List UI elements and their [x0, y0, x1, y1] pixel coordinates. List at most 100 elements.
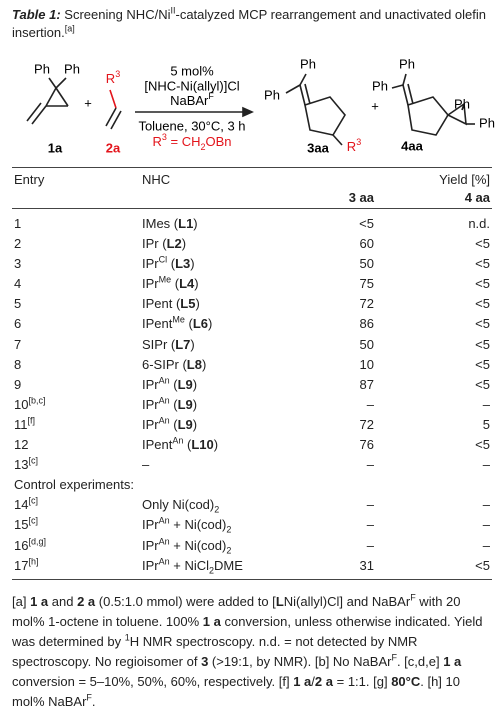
- text: 10: [359, 356, 374, 372]
- yield-cell: 60: [360, 234, 374, 254]
- ph-label: Ph: [64, 61, 80, 76]
- text-run: 2: [200, 142, 205, 152]
- text-run: [c]: [28, 516, 38, 527]
- table-row: 12 IPentAn (L10) 76 <5: [12, 435, 492, 455]
- text: 60: [359, 236, 374, 252]
- text-run: 10: [14, 396, 29, 412]
- entry-cell: 6: [14, 314, 21, 334]
- text-run: and: [48, 594, 78, 609]
- text-run: IPr: [142, 396, 159, 412]
- yield-cell: n.d.: [468, 214, 490, 234]
- entry-cell: 7: [14, 335, 21, 355]
- text-run: IPr: [142, 517, 159, 533]
- text-run: ): [201, 356, 207, 372]
- header: 4 aa: [464, 190, 490, 205]
- text-run: 3: [201, 654, 209, 669]
- compound-label: 2a: [106, 140, 121, 155]
- ph-label: Ph: [454, 96, 470, 111]
- text-run: ): [192, 416, 198, 432]
- text: 8: [14, 356, 22, 372]
- caption: Table 1: Screening NHC/NiII-catalyzed MC…: [12, 6, 490, 42]
- ph-label: Ph: [264, 87, 280, 102]
- text-run: ): [194, 276, 199, 292]
- table-row: 10[b,c] IPrAn (L9) – –: [12, 395, 492, 415]
- compound-label: 4aa: [401, 138, 423, 153]
- entry-cell: 2: [14, 234, 21, 254]
- text: 7: [14, 336, 22, 352]
- text-run: IPent: [142, 316, 173, 332]
- text-run: L9: [177, 416, 193, 432]
- nhc-cell: –: [142, 455, 149, 475]
- text-run: An: [158, 536, 170, 547]
- yield-cell: –: [367, 455, 374, 475]
- text: –: [482, 457, 490, 473]
- text: –: [366, 517, 374, 533]
- nhc-cell: IPentMe (L6): [142, 314, 212, 334]
- entry-cell: 12: [14, 435, 28, 455]
- text-run: [d,g]: [28, 536, 46, 547]
- ph-label: Ph: [399, 56, 415, 71]
- text-run: IPent: [142, 437, 173, 453]
- text-run: 3: [115, 69, 120, 79]
- text-run: + Ni(cod): [169, 537, 227, 553]
- text: <5: [475, 256, 490, 272]
- yield-cell: <5: [475, 274, 490, 294]
- text-run: IMes (: [142, 216, 179, 231]
- text-run: ): [208, 316, 213, 332]
- text-run: 80°C: [391, 674, 421, 689]
- table-row: 7 SIPr (L7) 50 <5: [12, 335, 492, 355]
- section-label: Control experiments:: [14, 477, 134, 493]
- table-row: 3 IPrCl (L3) 50 <5: [12, 254, 492, 274]
- text-run: (: [169, 376, 178, 392]
- nhc-cell: IPrAn (L9): [142, 395, 197, 415]
- entry-cell: 14[c]: [14, 495, 38, 515]
- yield-cell: –: [483, 455, 490, 475]
- text: 3: [14, 256, 22, 272]
- text-run: (0.5:1.0 mmol) were added to [: [95, 594, 276, 609]
- entry-cell: 5: [14, 294, 21, 314]
- yield-cell: –: [367, 536, 374, 556]
- table-body: 1 IMes (L1) <5 n.d. 2 IPr (L2) 60 <5 3 IPrCl (L3)…: [12, 209, 492, 580]
- r-group: R3: [106, 69, 120, 86]
- yield-cell: –: [367, 515, 374, 535]
- footnote: [a] 1 a and 2 a (0.5:1.0 mmol) were adde…: [12, 592, 494, 712]
- text-run: 1 a: [443, 654, 462, 669]
- nhc-cell: IPrAn + NiCl2DME: [142, 556, 243, 576]
- text: <5: [475, 557, 490, 573]
- yield-cell: <5: [475, 375, 490, 395]
- text-run: Me: [172, 315, 185, 326]
- yield-cell: <5: [475, 335, 490, 355]
- text-run: 3: [356, 137, 361, 147]
- text-run: IPr: [142, 557, 159, 573]
- text: 72: [359, 416, 374, 432]
- table-row: 11[f] IPrAn (L9) 72 5: [12, 415, 492, 435]
- text: <5: [475, 356, 490, 372]
- text-run: L7: [175, 336, 191, 352]
- text-run: F: [410, 592, 416, 603]
- text: –: [142, 457, 150, 473]
- yield-cell: 86: [360, 314, 374, 334]
- text-run: R: [106, 71, 115, 86]
- text-run: [a]: [64, 23, 75, 34]
- section-row: Control experiments:: [12, 475, 492, 495]
- yield-cell: <5: [475, 254, 490, 274]
- text: <5: [475, 296, 490, 312]
- r-group: R3: [347, 137, 361, 154]
- text-run: = CH: [167, 134, 201, 149]
- text-run: L9: [177, 396, 193, 412]
- nhc-cell: Only Ni(cod)2: [142, 495, 219, 515]
- yield-cell: <5: [475, 556, 490, 576]
- yield-cell: –: [367, 395, 374, 415]
- text-run: ): [195, 296, 200, 312]
- nhc-cell: IPrAn + Ni(cod)2: [142, 515, 231, 535]
- text-run: R: [152, 134, 161, 149]
- yield-cell: 50: [360, 335, 374, 355]
- text-run: L3: [175, 256, 191, 272]
- entry-cell: 3: [14, 254, 21, 274]
- yield-cell: 76: [360, 435, 374, 455]
- text-run: [c]: [28, 455, 38, 466]
- nhc-cell: SIPr (L7): [142, 335, 195, 355]
- text-run: 1: [124, 632, 130, 643]
- compound-label: 1a: [48, 140, 63, 155]
- yield-cell: 72: [360, 294, 374, 314]
